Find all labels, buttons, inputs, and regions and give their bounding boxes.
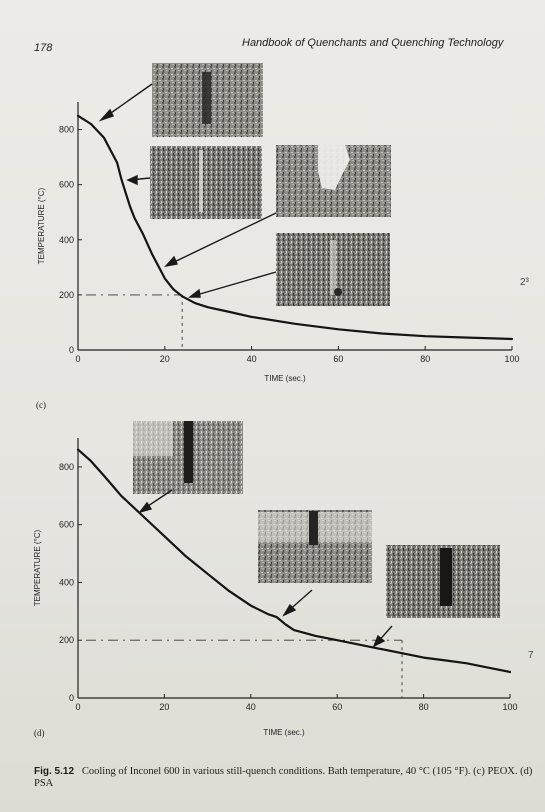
photo-c-1 — [152, 63, 263, 137]
photo-c-2 — [150, 146, 262, 219]
chart-panel-c: 0 20 40 60 80 100 0 200 400 600 800 TIME (sec.) TEMP… — [37, 102, 520, 383]
y-tick-label: 600 — [59, 180, 74, 190]
chart-panel-d: 0 20 40 60 80 100 0 200 400 600 800 TIME (sec.) TEMP… — [33, 438, 518, 737]
caption-text: Cooling of Inconel 600 in various still-… — [34, 766, 533, 789]
running-head: Handbook of Quenchants and Quenching Tec… — [242, 37, 504, 49]
panel-label-d: (d) — [34, 728, 45, 738]
x-tick-label: 0 — [75, 702, 80, 712]
y-tick-label: 400 — [59, 235, 74, 245]
y-axis-label: TEMPERATURE (°C) — [37, 187, 46, 264]
y-tick-label: 0 — [69, 345, 74, 355]
y-axis-label: TEMPERATURE (°C) — [33, 529, 42, 606]
y-tick-label: 800 — [59, 125, 74, 135]
x-tick-label: 0 — [75, 354, 80, 364]
caption-lead: Fig. 5.12 — [34, 766, 75, 777]
y-tick-label: 400 — [59, 577, 74, 587]
x-axis-label: TIME (sec.) — [263, 728, 305, 737]
cooling-curve-series-0 — [76, 114, 514, 341]
margin-note-1: 2³ — [520, 277, 529, 288]
x-tick-label: 80 — [419, 702, 429, 712]
arrows-panel-d — [138, 489, 393, 648]
photo-c-4 — [276, 233, 390, 306]
photo-d-2 — [258, 510, 372, 583]
margin-note-2: 7 — [528, 650, 534, 661]
y-tick-label: 200 — [59, 635, 74, 645]
photo-d-1 — [133, 421, 243, 494]
x-tick-label: 100 — [502, 702, 517, 712]
y-tick-label: 0 — [69, 693, 74, 703]
y-tick-label: 600 — [59, 520, 74, 530]
x-tick-label: 40 — [246, 702, 256, 712]
x-tick-label: 20 — [159, 702, 169, 712]
y-tick-label: 200 — [59, 290, 74, 300]
figure-caption: Fig. 5.12 Cooling of Inconel 600 in vari… — [34, 766, 539, 790]
photo-c-3 — [276, 145, 391, 217]
y-tick-label: 800 — [59, 462, 74, 472]
x-tick-label: 80 — [420, 354, 430, 364]
x-tick-label: 60 — [333, 354, 343, 364]
x-tick-label: 20 — [160, 354, 170, 364]
x-axis-label: TIME (sec.) — [264, 374, 306, 383]
x-tick-label: 40 — [247, 354, 257, 364]
x-tick-label: 60 — [332, 702, 342, 712]
page-number: 178 — [34, 42, 53, 54]
photo-d-3 — [386, 545, 500, 618]
x-tick-label: 100 — [504, 354, 519, 364]
arrows-panel-c — [98, 83, 277, 298]
panel-label-c: (c) — [36, 400, 46, 410]
